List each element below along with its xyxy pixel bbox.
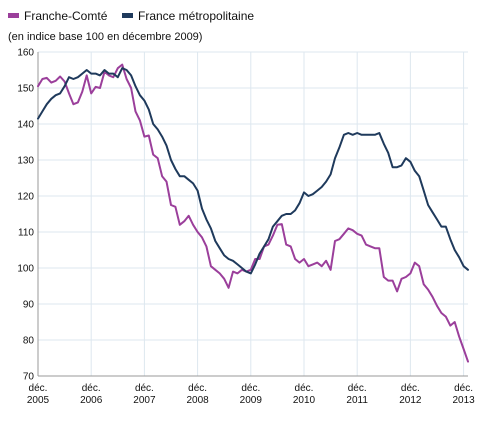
- y-tick-label: 100: [17, 264, 34, 275]
- x-tick-label-year: 2008: [186, 395, 209, 406]
- x-tick-label-year: 2006: [80, 395, 103, 406]
- x-tick-label-month: déc.: [241, 383, 260, 394]
- y-tick-label: 150: [17, 84, 34, 95]
- legend-swatch-franche-comte: [8, 13, 19, 18]
- x-tick-label-year: 2011: [346, 395, 368, 406]
- x-tick-label-year: 2005: [27, 395, 50, 406]
- y-tick-label: 110: [18, 228, 34, 239]
- legend-label-france-metropolitaine: France métropolitaine: [138, 9, 254, 23]
- y-tick-label: 130: [17, 156, 34, 167]
- legend-label-franche-comte: Franche-Comté: [24, 9, 108, 23]
- x-axis: déc.2005déc.2006déc.2007déc.2008déc.2009…: [27, 375, 475, 406]
- x-tick-label-year: 2012: [399, 395, 422, 406]
- x-tick-label-month: déc.: [348, 383, 367, 394]
- x-tick-label-month: déc.: [295, 383, 314, 394]
- y-tick-label: 140: [17, 120, 34, 131]
- series-layer: [37, 63, 469, 363]
- y-tick-label: 80: [23, 336, 35, 347]
- grid: [37, 51, 468, 377]
- y-tick-label: 120: [17, 192, 34, 203]
- y-tick-label: 70: [23, 372, 35, 383]
- x-tick-label-year: 2010: [293, 395, 316, 406]
- x-tick-label-month: déc.: [454, 383, 473, 394]
- x-tick-label-month: déc.: [29, 383, 48, 394]
- x-tick-label-month: déc.: [82, 383, 101, 394]
- x-tick-label-month: déc.: [135, 383, 154, 394]
- x-tick-label-year: 2009: [240, 395, 263, 406]
- x-tick-label-year: 2013: [452, 395, 475, 406]
- y-axis: 70 80 90 100 110 120 130 140 150 160: [17, 48, 39, 383]
- legend-swatch-france-metropolitaine: [122, 13, 133, 18]
- y-tick-label: 160: [17, 48, 34, 59]
- legend: Franche-Comté France métropolitaine: [8, 9, 254, 23]
- y-tick-label: 90: [23, 300, 35, 311]
- chart-subtitle: (en indice base 100 en décembre 2009): [8, 31, 202, 43]
- x-tick-label-month: déc.: [401, 383, 420, 394]
- x-tick-label-year: 2007: [133, 395, 156, 406]
- series-line-franche-comte: [37, 63, 469, 363]
- x-tick-label-month: déc.: [188, 383, 207, 394]
- series-line-france-metropolitaine: [37, 67, 469, 275]
